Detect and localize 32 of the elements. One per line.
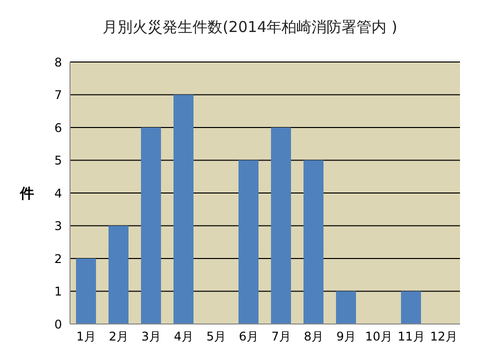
x-tick-label: 5月 (206, 330, 226, 344)
bar (141, 128, 161, 324)
y-tick-label: 1 (54, 284, 62, 299)
x-tick-label: 1月 (76, 330, 96, 344)
x-tick-label: 9月 (336, 330, 356, 344)
bar (238, 160, 258, 324)
x-tick-label: 2月 (108, 330, 129, 344)
x-tick-label: 6月 (238, 330, 259, 344)
x-tick-label: 8月 (304, 330, 324, 344)
bar (336, 291, 356, 324)
y-tick-label: 4 (54, 186, 62, 200)
y-tick-label: 3 (54, 219, 62, 234)
y-axis-title: 件 (19, 186, 34, 202)
bar (108, 226, 128, 324)
x-tick-label: 11月 (398, 330, 425, 344)
bar (76, 258, 96, 324)
y-tick-label: 0 (54, 317, 62, 332)
bar (174, 94, 194, 324)
x-tick-label: 4月 (174, 330, 194, 344)
x-tick-label: 7月 (271, 330, 292, 344)
x-tick-label: 12月 (430, 330, 458, 344)
bar (401, 291, 421, 324)
y-tick-label: 8 (54, 55, 62, 70)
y-tick-label: 6 (54, 120, 62, 135)
bar (271, 128, 291, 324)
y-tick-label: 7 (54, 88, 62, 102)
chart-title: 月別火災発生件数(2014年柏崎消防署管内 ) (102, 18, 398, 37)
x-tick-label: 10月 (365, 330, 392, 344)
y-tick-label: 5 (54, 154, 62, 168)
y-tick-label: 2 (54, 252, 62, 266)
x-tick-label: 3月 (141, 330, 162, 344)
bar (304, 160, 324, 324)
